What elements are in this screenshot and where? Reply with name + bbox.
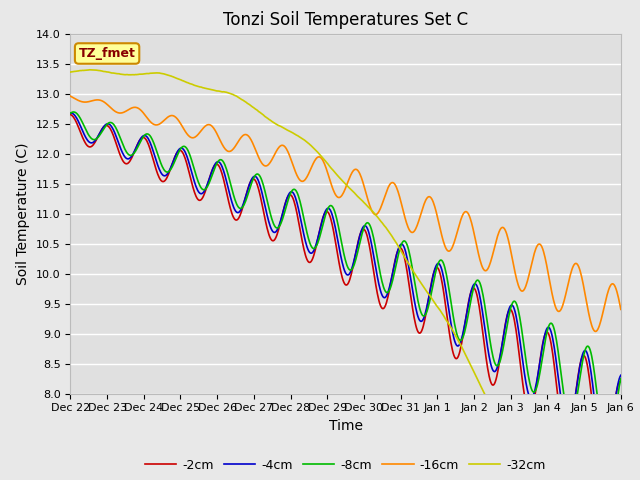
-2cm: [133, 143, 141, 148]
-2cm: [617, 379, 625, 384]
-16cm: [67, 93, 74, 99]
-16cm: [77, 98, 84, 104]
-4cm: [413, 311, 421, 317]
-16cm: [189, 135, 196, 141]
-8cm: [77, 117, 85, 123]
-32cm: [87, 67, 95, 72]
-2cm: [218, 171, 226, 177]
-2cm: [77, 129, 84, 135]
-4cm: [219, 166, 227, 171]
-4cm: [67, 110, 75, 116]
-16cm: [429, 197, 436, 203]
-2cm: [599, 467, 607, 473]
Y-axis label: Soil Temperature (C): Soil Temperature (C): [17, 143, 30, 285]
Line: -16cm: -16cm: [70, 96, 621, 332]
-4cm: [134, 141, 141, 147]
-8cm: [219, 158, 227, 164]
-32cm: [134, 72, 141, 77]
-8cm: [134, 144, 141, 150]
Line: -4cm: -4cm: [70, 113, 621, 454]
-16cm: [218, 141, 226, 147]
Text: TZ_fmet: TZ_fmet: [79, 47, 136, 60]
-4cm: [190, 176, 198, 182]
Line: -2cm: -2cm: [70, 115, 621, 470]
-4cm: [77, 125, 85, 131]
-4cm: [601, 451, 609, 457]
-8cm: [70, 109, 77, 115]
-32cm: [77, 68, 84, 73]
-8cm: [190, 164, 198, 170]
Line: -32cm: -32cm: [70, 70, 621, 480]
-8cm: [413, 294, 421, 300]
-2cm: [67, 112, 74, 118]
-32cm: [219, 89, 227, 95]
-16cm: [617, 307, 625, 312]
Legend: -2cm, -4cm, -8cm, -16cm, -32cm: -2cm, -4cm, -8cm, -16cm, -32cm: [140, 454, 551, 477]
-8cm: [603, 445, 611, 451]
-2cm: [413, 325, 420, 331]
-32cm: [429, 298, 437, 303]
-32cm: [67, 69, 74, 75]
-32cm: [413, 275, 421, 280]
-2cm: [429, 275, 436, 280]
-32cm: [190, 82, 198, 88]
-4cm: [67, 110, 74, 116]
-4cm: [429, 272, 437, 278]
-16cm: [133, 105, 141, 110]
-8cm: [429, 281, 437, 287]
Line: -8cm: -8cm: [70, 112, 621, 448]
-4cm: [617, 372, 625, 378]
Title: Tonzi Soil Temperatures Set C: Tonzi Soil Temperatures Set C: [223, 11, 468, 29]
-16cm: [592, 329, 600, 335]
-8cm: [617, 376, 625, 382]
-16cm: [413, 224, 420, 230]
-8cm: [67, 110, 74, 116]
X-axis label: Time: Time: [328, 419, 363, 433]
-2cm: [189, 184, 196, 190]
